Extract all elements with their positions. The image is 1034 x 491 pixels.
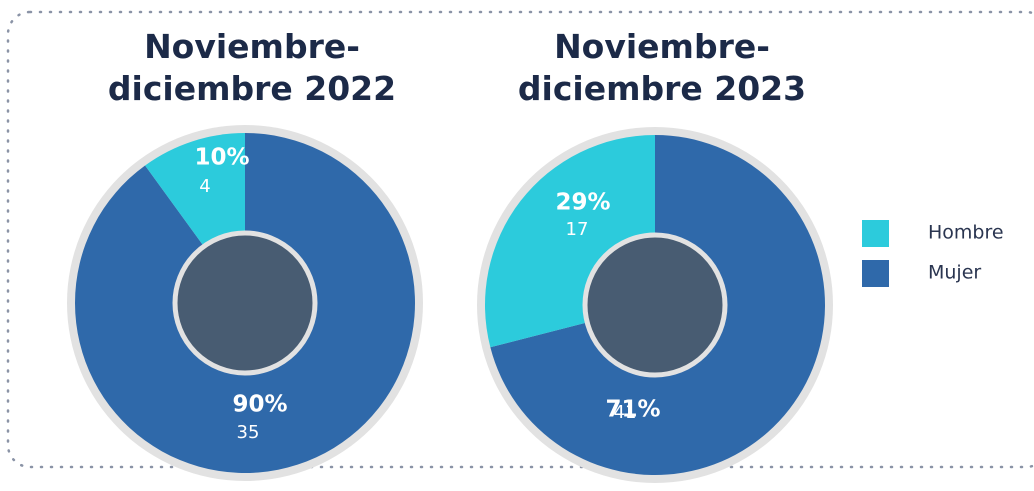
donut-hole [172, 230, 318, 376]
count-label: 41 [614, 402, 637, 423]
percent-label: 71% [605, 397, 660, 423]
chart-title: Noviembre-diciembre 2023 [518, 27, 806, 108]
donut-hole [582, 232, 728, 378]
legend-label: Mujer [928, 262, 981, 284]
count-label: 17 [566, 219, 589, 240]
dotted-frame [6, 10, 1034, 469]
percent-label: 10% [194, 145, 249, 171]
legend-swatch [862, 260, 889, 287]
legend-swatch [862, 220, 889, 247]
count-label: 35 [237, 422, 260, 443]
legend-label: Hombre [928, 222, 1004, 244]
percent-label: 29% [555, 190, 610, 216]
percent-label: 90% [232, 392, 287, 418]
count-label: 4 [199, 176, 210, 197]
chart-title: Noviembre-diciembre 2022 [108, 27, 396, 108]
